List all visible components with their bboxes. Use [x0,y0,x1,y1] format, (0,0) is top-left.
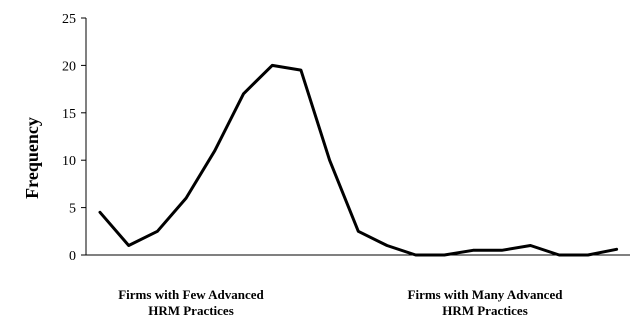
x-group-labels: Firms with Few Advanced HRM PracticesFirm… [118,287,563,318]
series-line [98,63,619,257]
y-tick-label: 20 [62,59,76,74]
x-group-label-line: HRM Practices [148,303,234,318]
y-tick-label: 15 [62,107,76,122]
y-tick-label: 5 [69,202,76,217]
x-group-label: Firms with Few Advanced HRM Practices [118,287,264,318]
series-group [98,63,619,257]
x-group-label-line: Firms with Few Advanced [118,287,264,302]
y-axis-label: Frequency [22,117,42,199]
y-axis: 0 5 10 15 20 25 [62,12,87,264]
x-group-label-line: Firms with Many Advanced [408,287,564,302]
y-tick-label: 25 [62,12,76,27]
x-group-label-line: HRM Practices [442,303,528,318]
y-tick-label: 0 [69,249,76,264]
y-tick-label: 10 [62,154,76,169]
x-group-label: Firms with Many Advanced HRM Practices [408,287,564,318]
